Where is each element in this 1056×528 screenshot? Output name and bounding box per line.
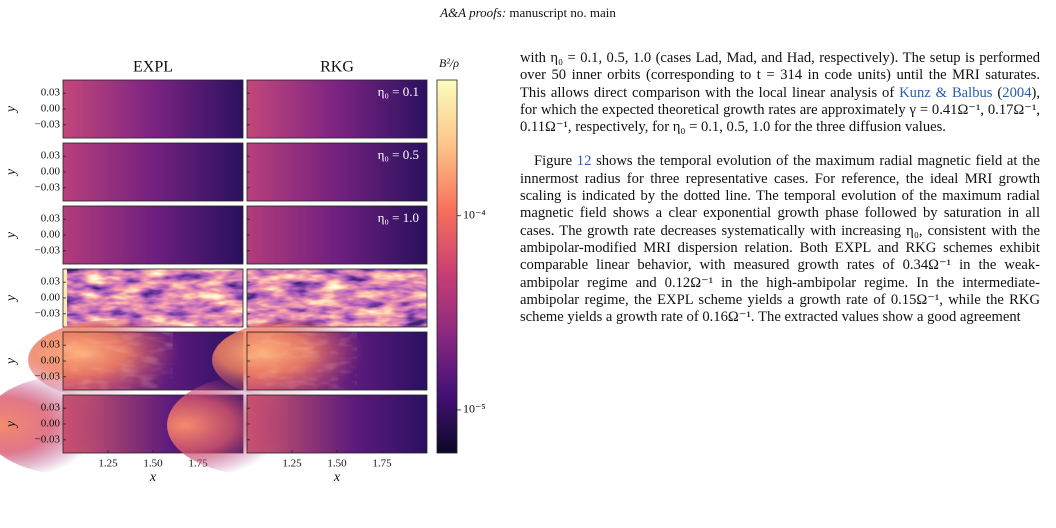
y-tick-label: −0.03 [35, 118, 61, 130]
paragraph: with η₀ = 0.1, 0.5, 1.0 (cases Lad, Mad,… [520, 50, 1040, 136]
y-tick-label: 0.03 [41, 339, 61, 351]
x-tick-label: 1.50 [143, 458, 163, 470]
y-tick-label: −0.03 [35, 244, 61, 256]
y-tick-label: −0.03 [35, 433, 61, 445]
y-tick-label: 0.03 [41, 87, 61, 99]
field-map [247, 269, 427, 327]
x-tick-label: 1.50 [327, 458, 347, 470]
y-axis-label: y [4, 420, 19, 429]
y-tick-label: 0.00 [41, 229, 61, 241]
y-tick-label: 0.03 [41, 402, 61, 414]
x-tick-label: 1.25 [282, 458, 302, 470]
colorbar [436, 79, 458, 454]
field-map [247, 206, 427, 264]
y-tick-label: 0.03 [41, 276, 61, 288]
field-map [63, 269, 243, 327]
y-axis-label: y [4, 105, 19, 114]
y-tick-label: 0.00 [41, 355, 61, 367]
figure: EXPL RKG B²/ρ x x 0.03 0.00 −0.03 y η₀ = 0.1… [0, 56, 486, 485]
text-run: shows the temporal evolution of the maxi… [520, 153, 1040, 326]
field-map [63, 80, 243, 138]
citation-link[interactable]: 2004 [1002, 84, 1032, 101]
manuscript: manuscript no. main [509, 5, 616, 20]
y-tick-label: −0.03 [35, 307, 61, 319]
y-axis-label: y [4, 231, 19, 240]
panel-annotation: η₀ = 1.0 [378, 210, 419, 225]
x-tick-label: 1.25 [98, 458, 118, 470]
text-column: with η₀ = 0.1, 0.5, 1.0 (cases Lad, Mad,… [520, 50, 1040, 528]
y-axis-label: y [4, 294, 19, 303]
colorbar-label: B²/ρ [439, 56, 459, 70]
text-run: ), for which the expected theoretical gr… [520, 84, 1040, 136]
x-tick-label: 1.75 [372, 458, 392, 470]
y-tick-label: −0.03 [35, 181, 61, 193]
field-map [63, 143, 243, 201]
colorbar-tick-label: 10⁻⁴ [463, 207, 486, 221]
column-title: EXPL [133, 59, 173, 76]
field-map [247, 80, 427, 138]
field-map [247, 143, 427, 201]
journal: A&A proofs: [440, 5, 507, 20]
field-map [167, 375, 347, 475]
citation-link[interactable]: 12 [576, 153, 592, 170]
column-title: RKG [320, 59, 354, 76]
citation-link[interactable]: Kunz & Balbus [899, 84, 993, 101]
colorbar-tick-label: 10⁻⁵ [463, 402, 486, 416]
x-axis-label: x [149, 470, 157, 485]
y-axis-label: y [4, 357, 19, 366]
y-tick-label: 0.00 [41, 292, 61, 304]
y-axis-label: y [4, 168, 19, 177]
y-tick-label: 0.03 [41, 213, 61, 225]
x-axis-label: x [333, 470, 341, 485]
y-tick-label: 0.00 [41, 103, 61, 115]
y-tick-label: 0.00 [41, 166, 61, 178]
field-map [0, 375, 163, 475]
field-map [63, 206, 243, 264]
running-header: A&A proofs: manuscript no. main [0, 5, 1056, 21]
text-run: ( [992, 84, 1003, 101]
paragraph: Figure 12 shows the temporal evolution o… [520, 153, 1040, 326]
y-tick-label: 0.03 [41, 150, 61, 162]
panel-annotation: η₀ = 0.1 [378, 84, 419, 99]
text-run: Figure [534, 153, 577, 170]
y-tick-label: 0.00 [41, 418, 61, 430]
text-run: with η₀ = 0.1, 0.5, 1.0 (cases Lad, Mad,… [520, 50, 1040, 101]
panel-annotation: η₀ = 0.5 [378, 147, 419, 162]
